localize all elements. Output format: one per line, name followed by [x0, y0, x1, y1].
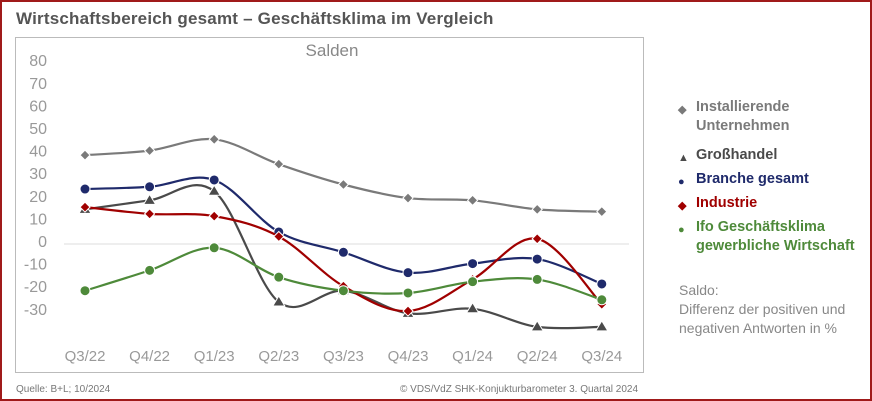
data-point [79, 201, 91, 213]
x-tick-label: Q4/22 [129, 348, 170, 365]
copyright-text: © VDS/VdZ SHK-Konjukturbarometer 3. Quar… [400, 384, 639, 395]
data-point [208, 242, 220, 254]
legend-triangle-icon: ▲ [678, 152, 689, 164]
legend-circle-icon: ● [678, 176, 685, 188]
data-point [143, 208, 156, 220]
y-tick-label: 0 [38, 234, 47, 251]
y-tick-label: 20 [29, 189, 47, 206]
y-tick-label: 60 [29, 98, 47, 115]
data-point [273, 158, 285, 170]
data-point [79, 285, 91, 297]
series-line [84, 184, 602, 330]
data-point [144, 181, 156, 193]
chart-subtitle: Salden [306, 41, 359, 60]
data-point [530, 319, 545, 332]
y-tick-label: 10 [29, 211, 47, 228]
data-point [208, 174, 220, 186]
x-tick-label: Q2/24 [517, 348, 558, 365]
data-point [337, 285, 349, 297]
series-line [84, 137, 602, 213]
data-point [402, 287, 414, 299]
x-tick-label: Q1/24 [452, 348, 493, 365]
series-ifo-gesch-ftsklima-gewerbliche-wirtschaft [79, 242, 608, 306]
x-tick-label: Q3/22 [65, 348, 106, 365]
data-point [594, 319, 609, 332]
data-point [466, 194, 479, 207]
data-point [208, 210, 220, 222]
note-title: Saldo: [679, 282, 719, 298]
y-tick-label: 40 [29, 144, 47, 161]
y-tick-label: -10 [24, 257, 47, 274]
data-point [596, 294, 608, 306]
data-point [273, 230, 285, 243]
series-installierende-unternehmen [79, 133, 608, 218]
legend-label: Großhandel [696, 147, 778, 163]
legend-label: Industrie [696, 195, 758, 211]
x-tick-label: Q3/24 [581, 348, 622, 365]
x-tick-label: Q3/23 [323, 348, 364, 365]
note-text: Differenz der positiven und negativen An… [679, 301, 846, 336]
data-point [337, 178, 350, 191]
legend-diamond-icon: ◆ [678, 104, 687, 116]
data-point [79, 149, 91, 161]
y-tick-label: -20 [24, 279, 47, 296]
saldo-note: Saldo: Differenz der positiven und negat… [679, 281, 869, 338]
data-point [207, 184, 222, 196]
series-branche-gesamt [79, 174, 608, 290]
data-point [402, 305, 414, 317]
series-line [84, 176, 603, 285]
data-point [531, 253, 543, 265]
data-point [467, 276, 479, 288]
legend-diamond-icon: ◆ [678, 200, 687, 212]
data-point [596, 278, 608, 290]
plot-area [15, 37, 644, 373]
data-point [144, 264, 156, 276]
y-tick-label: -30 [24, 302, 47, 319]
source-text: Quelle: B+L; 10/2024 [16, 384, 111, 395]
data-point [402, 267, 414, 279]
data-point [467, 258, 479, 270]
legend-label: Ifo Geschäftsklima gewerbliche Wirtschaf… [696, 219, 855, 254]
x-tick-label: Q4/23 [388, 348, 429, 365]
x-tick-label: Q1/23 [194, 348, 235, 365]
data-point [465, 301, 480, 314]
data-point [402, 192, 414, 204]
data-point [142, 193, 157, 205]
chart-title: Wirtschaftsbereich gesamt – Geschäftskli… [16, 9, 494, 28]
data-point [143, 144, 156, 157]
legend-circle-icon: ● [678, 224, 685, 236]
y-tick-label: 50 [29, 121, 47, 138]
data-point [531, 273, 543, 285]
data-point [208, 133, 220, 146]
y-tick-label: 30 [29, 166, 47, 183]
data-point [337, 246, 349, 258]
legend-label: Branche gesamt [696, 171, 809, 187]
data-point [271, 295, 286, 307]
data-point [273, 271, 285, 283]
legend-label: Installierende Unternehmen [696, 99, 790, 134]
data-point [596, 205, 608, 218]
y-tick-label: 80 [29, 53, 47, 70]
y-tick-label: 70 [29, 76, 47, 93]
data-point [79, 183, 91, 195]
x-tick-label: Q2/23 [258, 348, 299, 365]
data-point [531, 233, 543, 245]
data-point [531, 203, 543, 216]
